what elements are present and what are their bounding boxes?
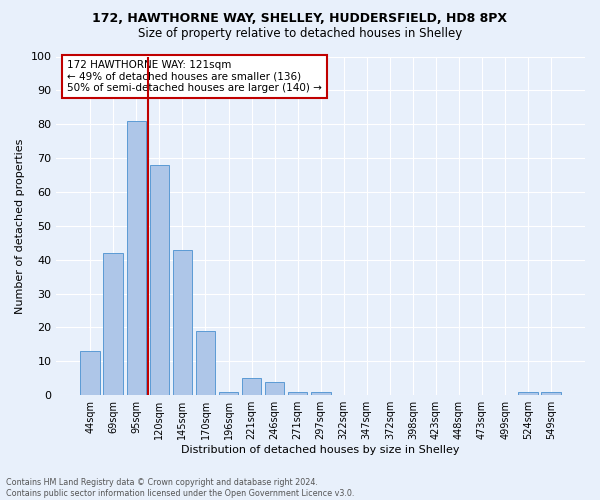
X-axis label: Distribution of detached houses by size in Shelley: Distribution of detached houses by size … <box>181 445 460 455</box>
Bar <box>103 253 123 395</box>
Bar <box>541 392 561 395</box>
Bar <box>173 250 192 395</box>
Y-axis label: Number of detached properties: Number of detached properties <box>15 138 25 314</box>
Bar <box>127 121 146 395</box>
Text: Size of property relative to detached houses in Shelley: Size of property relative to detached ho… <box>138 28 462 40</box>
Bar <box>518 392 538 395</box>
Text: 172 HAWTHORNE WAY: 121sqm
← 49% of detached houses are smaller (136)
50% of semi: 172 HAWTHORNE WAY: 121sqm ← 49% of detac… <box>67 60 322 93</box>
Bar <box>149 165 169 395</box>
Text: 172, HAWTHORNE WAY, SHELLEY, HUDDERSFIELD, HD8 8PX: 172, HAWTHORNE WAY, SHELLEY, HUDDERSFIEL… <box>92 12 508 26</box>
Bar <box>265 382 284 395</box>
Bar <box>196 331 215 395</box>
Bar <box>242 378 262 395</box>
Bar <box>219 392 238 395</box>
Bar <box>311 392 331 395</box>
Text: Contains HM Land Registry data © Crown copyright and database right 2024.
Contai: Contains HM Land Registry data © Crown c… <box>6 478 355 498</box>
Bar <box>288 392 307 395</box>
Bar <box>80 351 100 395</box>
